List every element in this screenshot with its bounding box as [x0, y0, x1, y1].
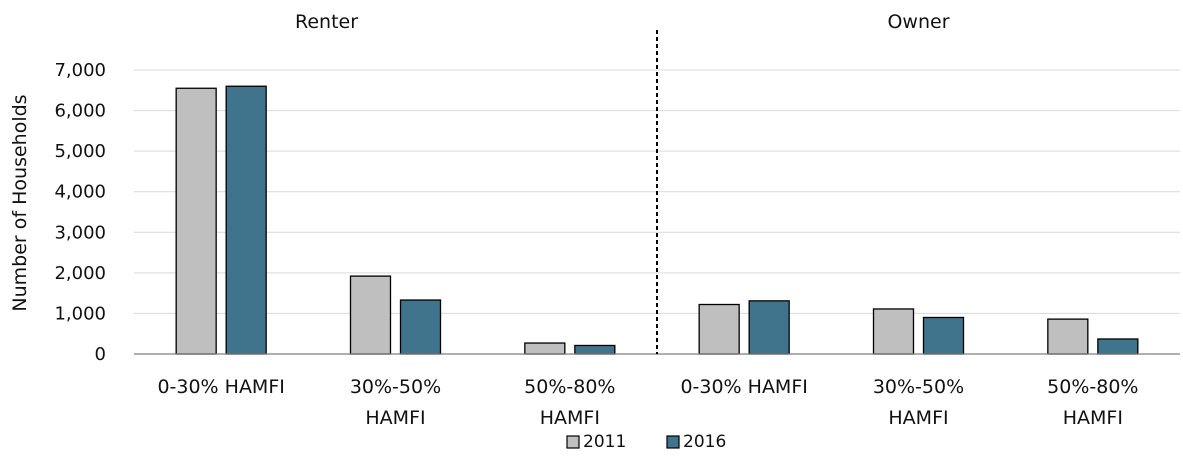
category-label: 0-30% HAMFI	[680, 376, 807, 398]
bar-2011	[698, 303, 740, 355]
legend-label: 2011	[583, 432, 626, 452]
category-label: 50%-80%	[524, 376, 615, 398]
group-label: Renter	[295, 11, 358, 33]
category-label: 30%-50%	[873, 376, 964, 398]
y-tick-label: 2,000	[54, 263, 106, 284]
bar-2016	[1097, 338, 1139, 355]
category-label: HAMFI	[365, 407, 425, 429]
legend-swatch-2011	[566, 435, 580, 449]
bar-2011	[872, 308, 915, 355]
bar-2016	[574, 344, 616, 355]
bar-2016	[748, 300, 790, 355]
bar-2016	[922, 316, 965, 355]
bar-2011	[349, 275, 392, 355]
bar-2016	[225, 85, 267, 355]
y-tick-label: 7,000	[54, 60, 106, 81]
bar-2016	[399, 299, 442, 355]
y-tick-label: 1,000	[54, 303, 106, 324]
bar-2011	[175, 87, 217, 355]
y-tick-label: 6,000	[54, 101, 106, 122]
group-labels: Renter Owner	[295, 11, 950, 33]
legend-label: 2016	[683, 432, 726, 452]
bars	[175, 85, 1139, 355]
category-label: 30%-50%	[350, 376, 441, 398]
y-tick-labels: 0 1,000 2,000 3,000 4,000 5,000 6,000 7,000	[54, 60, 106, 365]
category-label: 0-30% HAMFI	[157, 376, 284, 398]
y-tick-label: 4,000	[54, 182, 106, 203]
y-axis-title: Number of Households	[9, 94, 31, 311]
category-label: HAMFI	[1063, 407, 1123, 429]
category-labels: 0-30% HAMFI 30%-50% HAMFI 50%-80% HAMFI 0-30%…	[157, 376, 1138, 429]
bar-2011	[1047, 318, 1089, 355]
y-tick-label: 0	[95, 344, 106, 365]
group-label: Owner	[887, 11, 949, 33]
legend-swatch-2016	[666, 435, 680, 449]
category-label: HAMFI	[888, 407, 948, 429]
y-tick-label: 3,000	[54, 222, 106, 243]
category-label: 50%-80%	[1047, 376, 1138, 398]
y-tick-label: 5,000	[54, 141, 106, 162]
category-label: HAMFI	[540, 407, 600, 429]
legend: 2011 2016	[566, 432, 726, 452]
bar-2011	[524, 342, 566, 355]
